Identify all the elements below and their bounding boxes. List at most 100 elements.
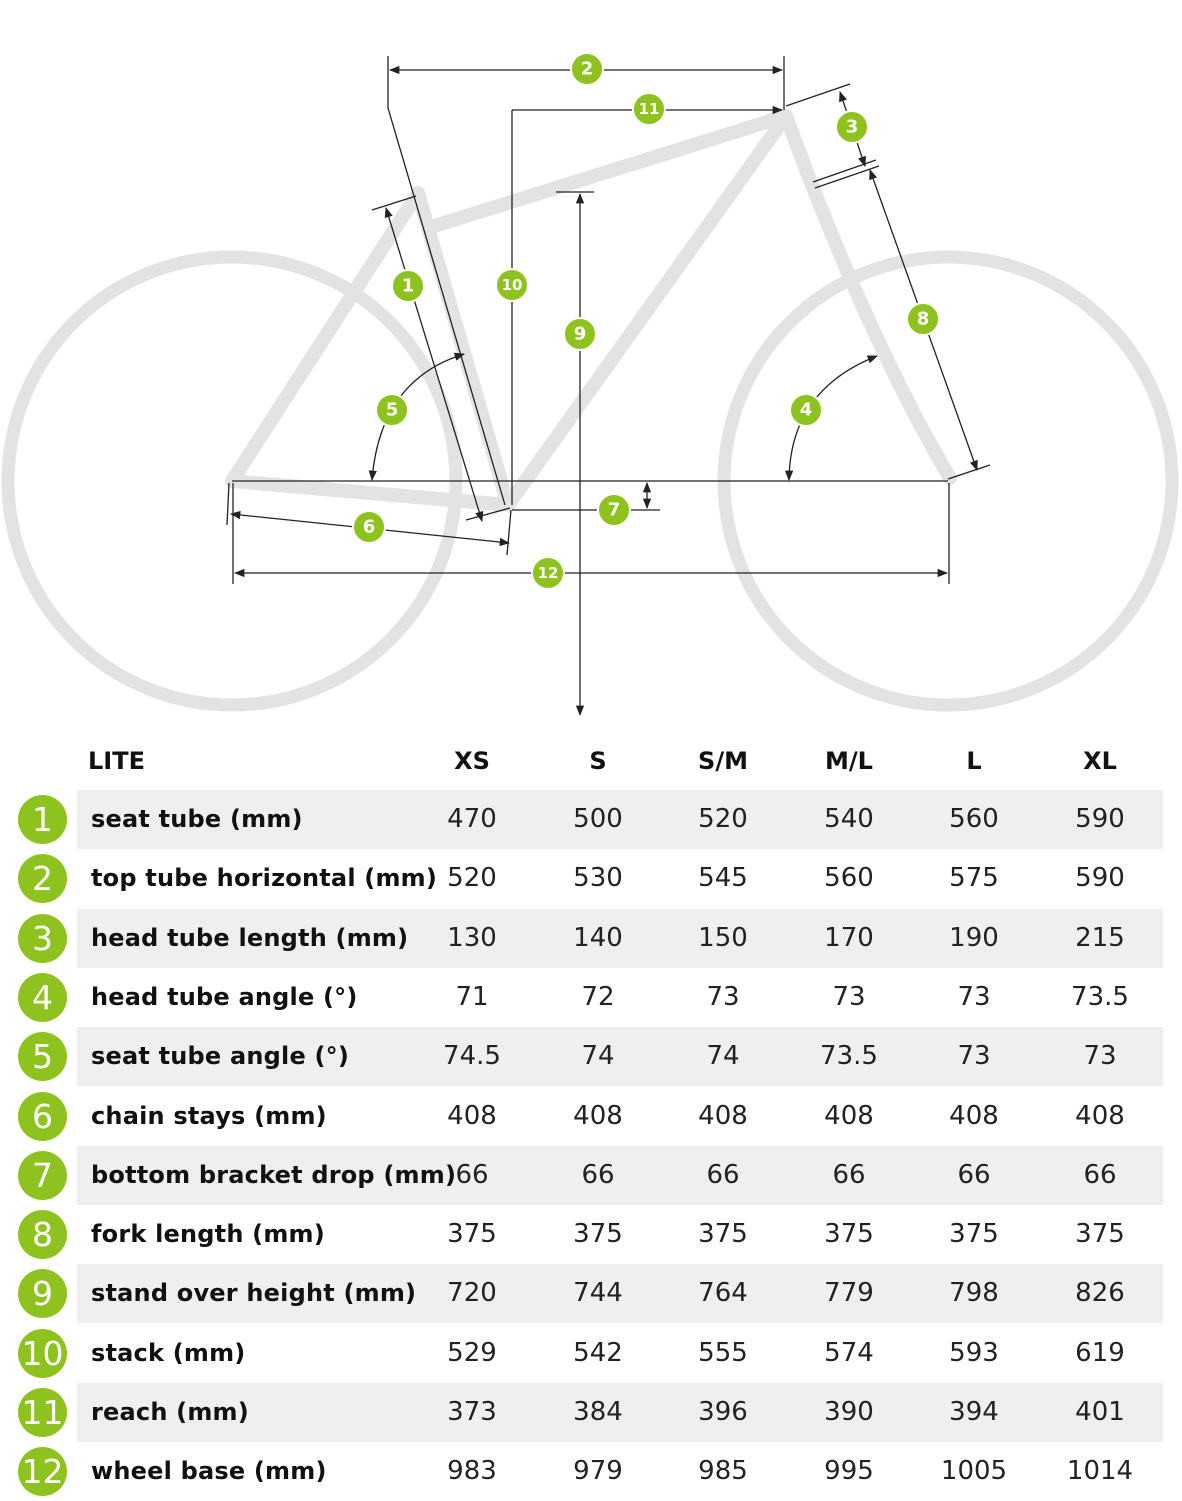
row-label: head tube length (mm) xyxy=(91,923,409,952)
marker-9: 9 xyxy=(563,317,597,351)
table-cell: 995 xyxy=(824,1456,874,1487)
row-number-badge: 12 xyxy=(18,1447,67,1497)
row-label: chain stays (mm) xyxy=(91,1101,327,1130)
table-cell: 390 xyxy=(824,1397,874,1427)
table-row: 3 head tube length (mm) 130 140 150 170 190 215 xyxy=(0,908,1182,968)
table-cell: 375 xyxy=(573,1219,623,1250)
row-number-badge: 9 xyxy=(18,1269,67,1319)
marker-11: 11 xyxy=(632,92,666,126)
table-cell: 408 xyxy=(1075,1100,1125,1131)
table-row: 9 stand over height (mm) 720 744 764 779 798 82… xyxy=(0,1264,1182,1324)
row-label: head tube angle (°) xyxy=(91,982,358,1011)
table-cell: 744 xyxy=(573,1278,623,1309)
svg-text:10: 10 xyxy=(502,276,523,294)
dimension-lines xyxy=(226,56,991,717)
svg-text:1: 1 xyxy=(402,276,415,297)
table-cell: 540 xyxy=(824,804,874,834)
table-cell: 66 xyxy=(455,1159,489,1190)
row-label: top tube horizontal (mm) xyxy=(91,864,438,893)
table-cell: 500 xyxy=(573,804,623,834)
table-cell: 170 xyxy=(824,922,874,953)
table-cell: 530 xyxy=(573,863,623,894)
row-number-badge: 2 xyxy=(18,854,67,904)
table-cell: 979 xyxy=(573,1456,623,1487)
table-cell: 560 xyxy=(824,863,874,894)
table-cell: 375 xyxy=(1075,1219,1125,1250)
svg-text:11: 11 xyxy=(639,100,660,118)
table-row: 5 seat tube angle (°) 74.5 74 74 73.5 73 73 xyxy=(0,1027,1182,1087)
row-label: bottom bracket drop (mm) xyxy=(91,1160,457,1189)
row-number-badge: 4 xyxy=(18,972,67,1022)
size-header-s: S xyxy=(589,747,607,775)
table-row: 4 head tube angle (°) 71 72 73 73 73 73.5 xyxy=(0,968,1182,1027)
table-row: 12 wheel base (mm) 983 979 985 995 1005 1014 xyxy=(0,1442,1182,1501)
table-cell: 590 xyxy=(1075,863,1125,894)
table-cell: 215 xyxy=(1075,922,1125,953)
row-background xyxy=(77,1145,1163,1205)
table-cell: 1005 xyxy=(940,1456,1008,1487)
row-background xyxy=(77,908,1163,968)
table-cell: 66 xyxy=(1083,1159,1117,1190)
row-number-badge: 8 xyxy=(18,1210,67,1260)
marker-10: 10 xyxy=(495,268,529,302)
svg-text:12: 12 xyxy=(538,564,559,582)
table-cell: 66 xyxy=(832,1159,866,1190)
table-cell: 985 xyxy=(698,1456,748,1487)
table-cell: 66 xyxy=(706,1159,740,1190)
table-cell: 720 xyxy=(447,1278,497,1309)
table-cell: 72 xyxy=(581,981,615,1012)
table-row: 2 top tube horizontal (mm) 520 530 545 560 575… xyxy=(0,849,1182,908)
size-header-sm: S/M xyxy=(698,747,748,775)
table-cell: 593 xyxy=(949,1337,999,1368)
svg-text:4: 4 xyxy=(800,400,813,421)
marker-12: 12 xyxy=(531,556,565,590)
marker-8: 8 xyxy=(906,302,940,336)
table-cell: 130 xyxy=(447,922,497,953)
table-cell: 619 xyxy=(1075,1337,1125,1368)
table-cell: 73 xyxy=(957,981,991,1012)
marker-5: 5 xyxy=(375,393,409,427)
table-cell: 66 xyxy=(957,1159,991,1190)
marker-3: 3 xyxy=(835,110,869,144)
table-cell: 73 xyxy=(957,1041,991,1072)
table-cell: 190 xyxy=(949,922,999,953)
table-row: 1 seat tube (mm) 470 500 520 540 560 590 xyxy=(0,790,1182,849)
row-label: fork length (mm) xyxy=(91,1220,325,1249)
svg-text:3: 3 xyxy=(846,117,859,138)
table-cell: 73 xyxy=(832,981,866,1012)
table-cell: 74.5 xyxy=(443,1041,501,1072)
table-cell: 575 xyxy=(949,863,999,894)
table-row: 10 stack (mm) 529 542 555 574 593 619 xyxy=(0,1324,1182,1383)
size-header-xs: XS xyxy=(454,747,490,775)
row-number-badge: 10 xyxy=(18,1328,67,1378)
table-cell: 520 xyxy=(698,804,748,834)
marker-4: 4 xyxy=(789,393,823,427)
table-cell: 375 xyxy=(824,1219,874,1250)
row-number-badge: 1 xyxy=(18,795,67,844)
table-row: 11 reach (mm) 373 384 396 390 394 401 xyxy=(0,1383,1182,1442)
row-background xyxy=(77,1383,1163,1442)
table-cell: 66 xyxy=(581,1159,615,1190)
row-label: reach (mm) xyxy=(91,1398,249,1426)
bike-frame xyxy=(225,109,957,512)
row-label: seat tube (mm) xyxy=(91,805,303,833)
table-cell: 73 xyxy=(1083,1041,1117,1072)
row-number-badge: 11 xyxy=(18,1388,67,1437)
row-label: stand over height (mm) xyxy=(91,1279,417,1308)
table-cell: 384 xyxy=(573,1397,623,1427)
model-name: LITE xyxy=(88,747,145,775)
table-cell: 983 xyxy=(447,1456,497,1487)
table-cell: 529 xyxy=(447,1337,497,1368)
table-cell: 375 xyxy=(698,1219,748,1250)
table-cell: 394 xyxy=(949,1397,999,1427)
svg-text:6: 6 xyxy=(363,517,376,538)
table-row: 7 bottom bracket drop (mm) 66 66 66 66 66 66 xyxy=(0,1145,1182,1205)
marker-1: 1 xyxy=(391,269,425,303)
table-cell: 1014 xyxy=(1066,1456,1134,1487)
marker-6: 6 xyxy=(352,510,386,544)
table-cell: 520 xyxy=(447,863,497,894)
table-cell: 373 xyxy=(447,1397,497,1427)
row-background xyxy=(77,790,1163,849)
row-label: wheel base (mm) xyxy=(91,1457,327,1486)
svg-text:5: 5 xyxy=(386,400,399,421)
